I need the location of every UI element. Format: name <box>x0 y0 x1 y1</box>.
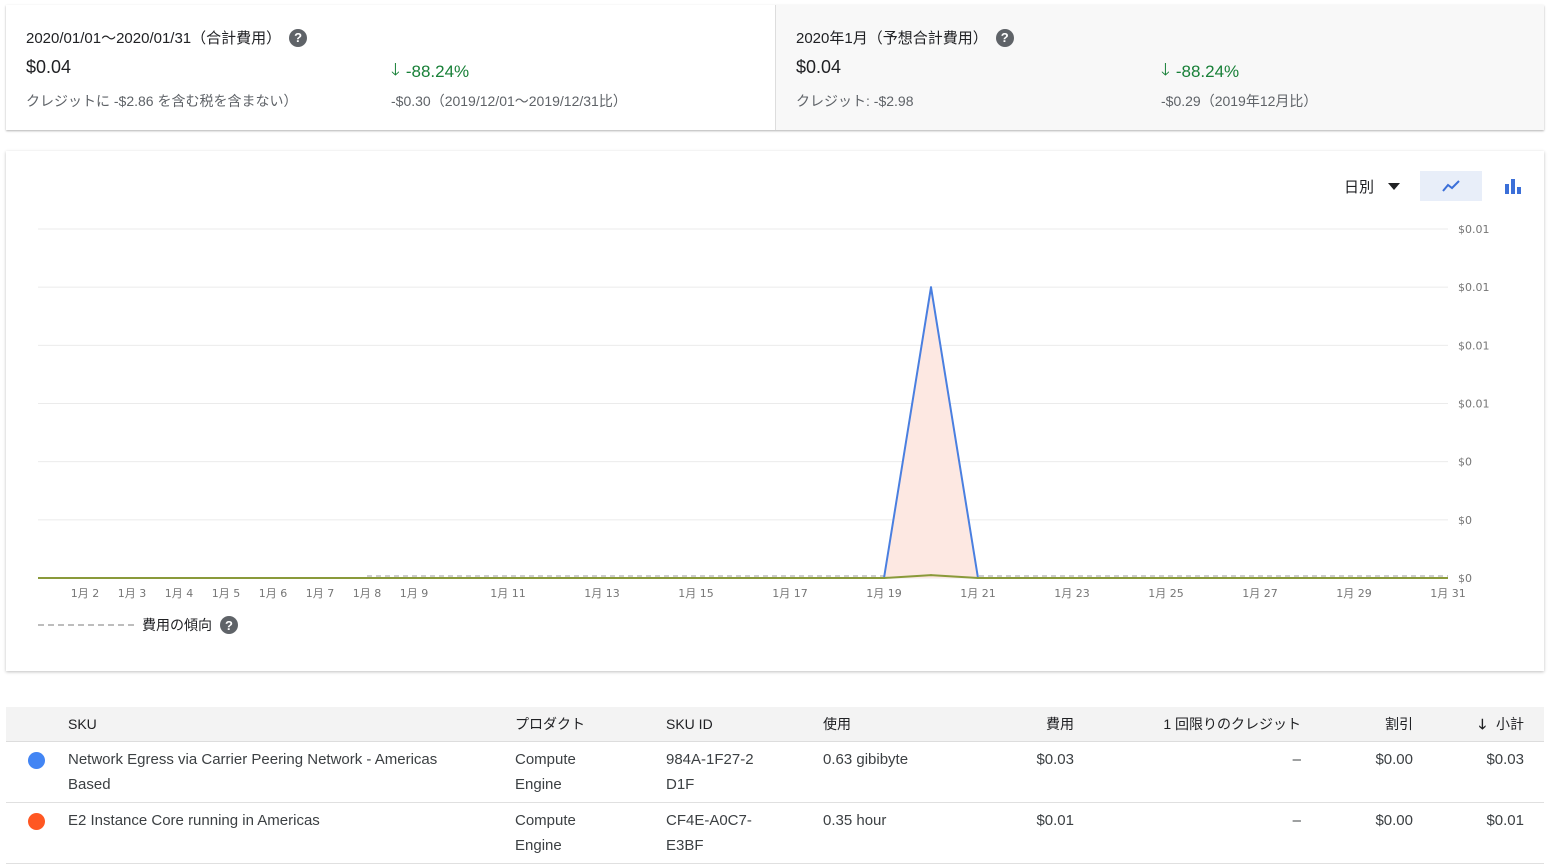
x-tick-label: 1月 17 <box>772 587 808 600</box>
y-tick-label: $0 <box>1458 572 1472 585</box>
arrow-down-icon: 🡓 <box>391 60 400 79</box>
x-tick-label: 1月 5 <box>212 587 241 600</box>
total-cost-delta-note: -$0.30（2019/12/01〜2019/12/31比） <box>391 93 627 109</box>
col-cost[interactable]: 費用 <box>1046 716 1074 732</box>
col-discount[interactable]: 割引 <box>1385 716 1413 732</box>
x-tick-label: 1月 13 <box>584 587 620 600</box>
cost-chart-card: $0 $0 $0 $0.01 $0.01 $0.01 $0.01 1月 2 1月 3 1月 4 1月… <box>6 151 1544 671</box>
cost-summary: 2020/01/01〜2020/01/31（合計費用）? $0.04 クレジット… <box>6 5 1544 130</box>
x-tick-label: 1月 7 <box>306 587 335 600</box>
line-chart-button[interactable] <box>1420 171 1482 201</box>
col-product[interactable]: プロダクト <box>515 716 585 732</box>
series-area <box>38 287 1448 578</box>
x-tick-label: 1月 27 <box>1242 587 1278 600</box>
y-tick-label: $0.01 <box>1458 339 1490 352</box>
sort-desc-arrow-icon: 🡓 <box>1478 716 1486 732</box>
total-cost-title-text: 2020/01/01〜2020/01/31（合計費用） <box>26 30 282 47</box>
table-row[interactable]: Network Egress via Carrier Peering Netwo… <box>6 742 1544 803</box>
forecast-cost-amount: $0.04 <box>796 57 842 77</box>
data-point <box>930 574 932 577</box>
help-icon[interactable]: ? <box>220 616 238 634</box>
usage: 0.35 hour <box>823 812 887 829</box>
total-cost-note: クレジットに -$2.86 を含む税を含まない） <box>26 93 298 109</box>
col-subtotal-label: 小計 <box>1496 716 1524 732</box>
y-tick-label: $0.01 <box>1458 398 1490 411</box>
x-tick-label: 1月 25 <box>1148 587 1184 600</box>
col-credits[interactable]: 1 回限りのクレジット <box>1163 716 1301 732</box>
x-tick-label: 1月 6 <box>259 587 288 600</box>
forecast-cost-title-text: 2020年1月（予想合計費用） <box>796 30 988 47</box>
col-sku[interactable]: SKU <box>68 716 97 732</box>
x-tick-label: 1月 9 <box>400 587 429 600</box>
data-point <box>930 286 932 289</box>
sku-id: 984A-1F27-2D1F <box>666 751 754 793</box>
subtotal: $0.01 <box>1486 812 1524 829</box>
sku-table: SKU プロダクト SKU ID 使用 費用 1 回限りのクレジット 割引 🡓 小… <box>6 707 1544 864</box>
bar-chart-icon <box>1505 179 1521 194</box>
series-color-dot <box>28 752 45 769</box>
y-tick-label: $0.01 <box>1458 223 1490 236</box>
product: Compute Engine <box>515 812 576 854</box>
arrow-down-icon: 🡓 <box>1161 60 1170 79</box>
x-tick-label: 1月 21 <box>960 587 996 600</box>
series-line <box>38 287 1448 579</box>
period-select[interactable]: 日別 <box>1343 178 1374 196</box>
forecast-cost-title: 2020年1月（予想合計費用）? <box>796 27 1014 48</box>
sku-id: CF4E-A0C7-E3BF <box>666 812 752 854</box>
chart-toolbar: 日別 <box>1344 171 1544 201</box>
table-header: SKU プロダクト SKU ID 使用 費用 1 回限りのクレジット 割引 🡓 小… <box>6 707 1544 742</box>
product: Compute Engine <box>515 751 576 793</box>
total-cost-delta: 🡓 -88.24% <box>391 57 469 86</box>
total-cost-card: 2020/01/01〜2020/01/31（合計費用）? $0.04 クレジット… <box>6 5 775 130</box>
table-row[interactable]: E2 Instance Core running in Americas Com… <box>6 803 1544 864</box>
discount: $0.00 <box>1375 751 1413 768</box>
forecast-cost-delta-value: -88.24% <box>1175 61 1240 81</box>
total-cost-title: 2020/01/01〜2020/01/31（合計費用）? <box>26 27 308 48</box>
credits: – <box>1292 812 1301 829</box>
y-tick-label: $0 <box>1458 456 1472 469</box>
help-icon[interactable]: ? <box>995 28 1014 47</box>
x-tick-label: 1月 23 <box>1054 587 1090 600</box>
x-tick-label: 1月 19 <box>866 587 902 600</box>
sku-name: E2 Instance Core running in Americas <box>68 812 320 829</box>
line-chart-icon <box>1442 180 1460 192</box>
trend-legend-label: 費用の傾向 <box>142 617 212 633</box>
total-cost-amount: $0.04 <box>26 57 72 77</box>
cost: $0.03 <box>1036 751 1074 768</box>
col-sku-id[interactable]: SKU ID <box>666 716 713 732</box>
discount: $0.00 <box>1375 812 1413 829</box>
x-tick-label: 1月 15 <box>678 587 714 600</box>
x-tick-label: 1月 11 <box>490 587 526 600</box>
x-tick-label: 1月 3 <box>118 587 147 600</box>
forecast-cost-card: 2020年1月（予想合計費用）? $0.04 クレジット: -$2.98 🡓 -8… <box>775 5 1544 130</box>
col-usage[interactable]: 使用 <box>823 716 851 732</box>
forecast-cost-delta-note: -$0.29（2019年12月比） <box>1161 93 1318 109</box>
series-color-dot <box>28 813 45 830</box>
x-tick-label: 1月 2 <box>71 587 100 600</box>
total-cost-delta-value: -88.24% <box>405 61 470 81</box>
cost: $0.01 <box>1036 812 1074 829</box>
trend-dash-swatch <box>38 624 134 626</box>
forecast-cost-note: クレジット: -$2.98 <box>796 93 914 109</box>
series-line <box>38 574 1448 579</box>
forecast-cost-delta: 🡓 -88.24% <box>1161 57 1239 86</box>
y-tick-label: $0 <box>1458 514 1472 527</box>
bar-chart-button[interactable] <box>1482 171 1544 201</box>
x-tick-label: 1月 29 <box>1336 587 1372 600</box>
y-tick-label: $0.01 <box>1458 281 1490 294</box>
chart-legend: 費用の傾向 ? <box>38 615 238 635</box>
credits: – <box>1292 751 1301 768</box>
dropdown-caret-icon[interactable] <box>1388 182 1400 190</box>
usage: 0.63 gibibyte <box>823 751 909 768</box>
x-tick-label: 1月 8 <box>353 587 382 600</box>
col-subtotal[interactable]: 🡓 小計 <box>1479 712 1524 737</box>
subtotal: $0.03 <box>1486 751 1524 768</box>
help-icon[interactable]: ? <box>289 28 308 47</box>
x-tick-label: 1月 31 <box>1430 587 1466 600</box>
cost-chart: $0 $0 $0 $0.01 $0.01 $0.01 $0.01 1月 2 1月 3 1月 4 1月… <box>38 223 1490 600</box>
sku-name: Network Egress via Carrier Peering Netwo… <box>68 751 438 793</box>
x-tick-label: 1月 4 <box>165 587 194 600</box>
